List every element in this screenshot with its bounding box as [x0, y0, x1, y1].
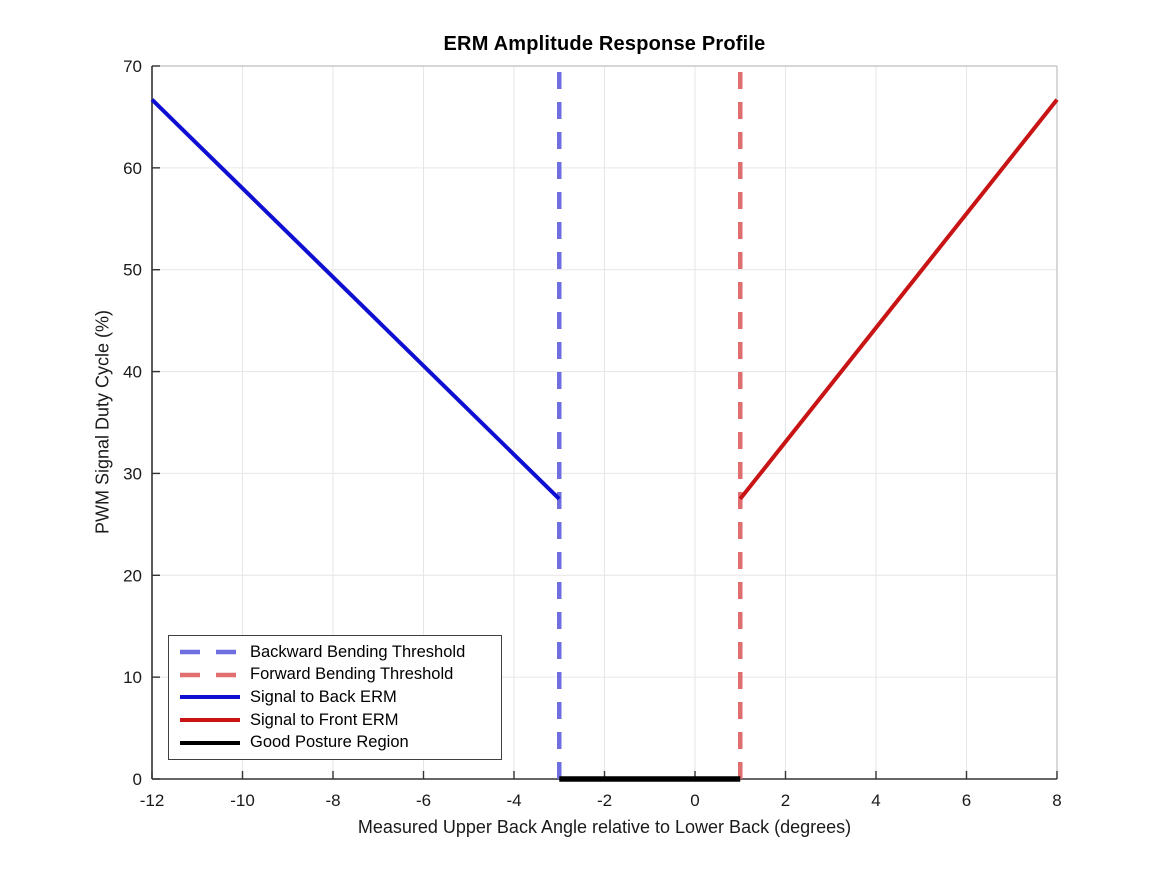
y-tick-label: 30 [123, 464, 142, 483]
x-tick-label: -10 [230, 791, 255, 810]
legend-item-label: Signal to Front ERM [250, 710, 399, 729]
legend: Backward Bending Threshold Forward Bendin… [168, 635, 502, 760]
legend-solid-line-swatch [180, 718, 240, 723]
y-tick-label: 40 [123, 363, 142, 382]
legend-dashed-line-swatch [180, 672, 240, 678]
y-tick-label: 60 [123, 159, 142, 178]
series-line-signal-to-back-erm [150, 98, 561, 501]
series-line-signal-to-front-erm [738, 98, 1059, 501]
legend-dashed-line-swatch [180, 649, 240, 655]
y-tick-label: 70 [123, 57, 142, 76]
legend-item: Forward Bending Threshold [179, 665, 497, 684]
x-tick-label: 8 [1052, 791, 1061, 810]
legend-item-label: Backward Bending Threshold [250, 642, 466, 661]
legend-item: Signal to Back ERM [179, 688, 497, 707]
y-axis-label: PWM Signal Duty Cycle (%) [92, 309, 113, 535]
legend-solid-line-swatch [180, 695, 240, 700]
y-tick-label: 50 [123, 261, 142, 280]
legend-item: Signal to Front ERM [179, 711, 497, 730]
legend-item-label: Good Posture Region [250, 733, 409, 752]
x-tick-label: -4 [506, 791, 521, 810]
x-tick-label: -8 [325, 791, 340, 810]
legend-item-label: Forward Bending Threshold [250, 665, 454, 684]
legend-item: Backward Bending Threshold [179, 643, 497, 662]
y-tick-label: 20 [123, 566, 142, 585]
y-tick-label: 0 [133, 770, 142, 789]
legend-solid-line-swatch [180, 740, 240, 745]
y-tick-label: 10 [123, 668, 142, 687]
x-tick-label: 4 [871, 791, 880, 810]
x-tick-label: 6 [962, 791, 971, 810]
legend-item-label: Signal to Back ERM [250, 687, 397, 706]
x-tick-label: 0 [690, 791, 699, 810]
legend-item: Good Posture Region [179, 733, 497, 752]
x-axis-label: Measured Upper Back Angle relative to Lo… [357, 817, 852, 837]
x-tick-label: -6 [416, 791, 431, 810]
x-tick-label: 2 [781, 791, 790, 810]
x-tick-label: -12 [140, 791, 165, 810]
chart-title: ERM Amplitude Response Profile [443, 33, 766, 55]
x-tick-label: -2 [597, 791, 612, 810]
